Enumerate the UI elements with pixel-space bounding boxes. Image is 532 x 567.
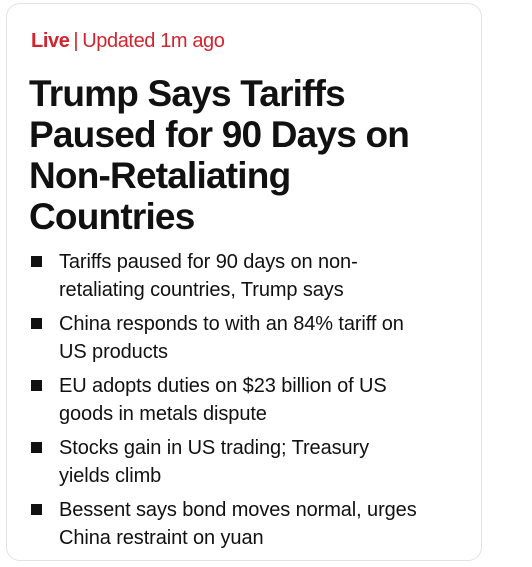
news-card[interactable]: Live | Updated 1m ago Trump Says Tariffs P… [6,3,482,561]
summary-bullet: China responds to with an 84% tariff on … [29,310,479,366]
square-bullet-icon [31,256,42,267]
headline-line: Countries [29,196,195,237]
bullet-line: yields climb [59,465,162,487]
bullet-line: US products [59,341,168,363]
summary-bullet: EU adopts duties on $23 billion of US go… [29,372,479,428]
live-status-line: Live | Updated 1m ago [31,28,225,54]
headline-line: Non-Retaliating [29,155,291,196]
live-label: Live [31,30,70,52]
summary-bullet: Bessent says bond moves normal, urges Ch… [29,496,479,552]
bullet-line: China responds to with an 84% tariff on [59,313,404,335]
bullet-line: Bessent says bond moves normal, urges [59,499,417,521]
square-bullet-icon [31,318,42,329]
headline-line: Paused for 90 Days on [29,114,410,155]
bullet-line: retaliating countries, Trump says [59,279,344,301]
summary-bullet: Stocks gain in US trading; Treasury yiel… [29,434,479,490]
headline[interactable]: Trump Says Tariffs Paused for 90 Days on… [29,73,479,237]
summary-bullet-list: Tariffs paused for 90 days on non- retal… [29,248,479,558]
bullet-line: EU adopts duties on $23 billion of US [59,375,387,397]
square-bullet-icon [31,442,42,453]
summary-bullet: Tariffs paused for 90 days on non- retal… [29,248,479,304]
square-bullet-icon [31,380,42,391]
bullet-line: goods in metals dispute [59,403,267,425]
headline-line: Trump Says Tariffs [29,73,346,114]
bullet-line: Stocks gain in US trading; Treasury [59,437,369,459]
bullet-line: China restraint on yuan [59,527,264,549]
status-separator: | [73,30,79,52]
updated-label: Updated 1m ago [82,30,225,52]
square-bullet-icon [31,504,42,515]
bullet-line: Tariffs paused for 90 days on non- [59,251,358,273]
